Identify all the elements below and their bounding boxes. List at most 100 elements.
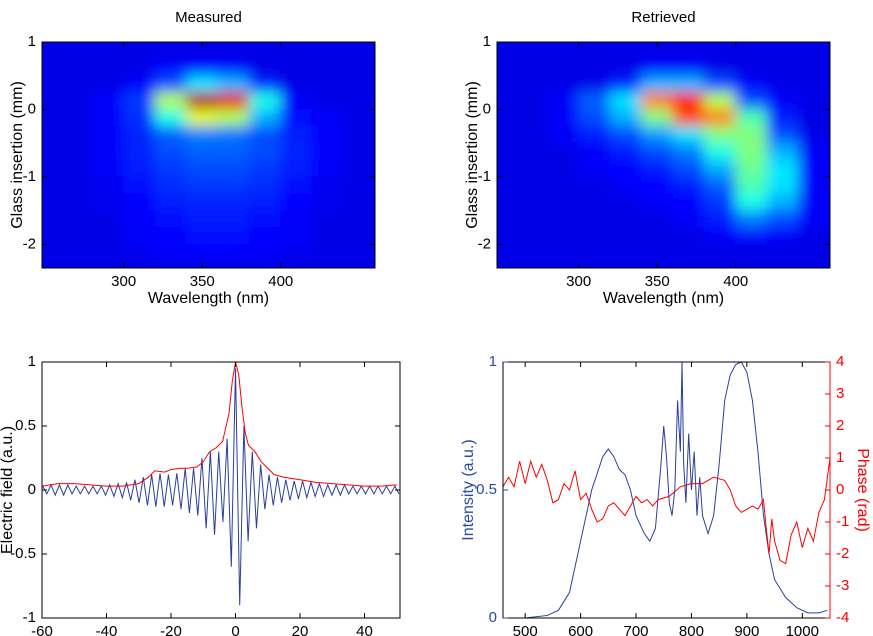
y-tick-label: 1 xyxy=(28,33,36,50)
heatmap-cell xyxy=(546,142,580,161)
heatmap-cell xyxy=(280,58,313,77)
x-tick-label: 20 xyxy=(292,623,309,636)
heatmap-cell xyxy=(311,159,345,178)
heatmap-cell xyxy=(123,42,156,60)
heatmap-cell xyxy=(703,142,737,161)
heatmap-cell xyxy=(91,75,125,94)
panel: 500 600 700 800 900 1000 0 0.5 1 -4 -3 -2 -1 0 1 2 3 4 Pha… xyxy=(460,353,871,636)
heatmap-cell xyxy=(123,75,156,94)
heatmap-cell xyxy=(497,159,517,178)
y2-axis-label: Phase (rad) xyxy=(854,448,871,532)
heatmap-cell xyxy=(280,176,313,195)
heatmap-cell xyxy=(60,125,93,144)
heatmap-cell xyxy=(154,58,188,77)
heatmap-cell xyxy=(311,227,345,245)
heatmap-cell xyxy=(217,227,250,245)
heatmap-cell xyxy=(217,210,250,229)
heatmap-cell xyxy=(343,243,375,262)
heatmap-cell xyxy=(154,92,188,110)
heatmap-cell xyxy=(186,58,219,77)
heatmap-cell xyxy=(672,193,705,212)
heatmap-cell xyxy=(248,193,282,212)
heatmap-cell xyxy=(343,42,375,60)
heatmap-cell xyxy=(42,125,62,144)
heatmap-cell xyxy=(672,243,705,262)
series-line xyxy=(503,362,828,618)
heatmap-cell xyxy=(703,75,737,94)
heatmap-cell xyxy=(42,108,62,127)
heatmap-cell xyxy=(766,227,800,245)
heatmap-cell xyxy=(798,176,830,195)
x-tick-label: -60 xyxy=(31,623,53,636)
x-tick-label: 350 xyxy=(190,273,215,290)
heatmap-cell xyxy=(703,227,737,245)
heatmap-cell xyxy=(497,108,517,127)
heatmap-cells xyxy=(42,42,375,262)
heatmap-cell xyxy=(280,142,313,161)
heatmap-cell xyxy=(497,227,517,245)
heatmap-cell xyxy=(546,58,580,77)
heatmap-cell xyxy=(154,159,188,178)
heatmap-cell xyxy=(641,176,674,195)
heatmap-cell xyxy=(217,58,250,77)
heatmap-cell xyxy=(515,243,548,262)
heatmap-cell xyxy=(578,42,611,60)
heatmap-cell xyxy=(311,108,345,127)
heatmap-cell xyxy=(497,125,517,144)
heatmap-cell xyxy=(609,58,643,77)
heatmap-cell xyxy=(766,210,800,229)
heatmap-cell xyxy=(280,75,313,94)
heatmap-cell xyxy=(735,58,768,77)
heatmap-cell xyxy=(515,75,548,94)
heatmap-cell xyxy=(280,210,313,229)
heatmap-cell xyxy=(703,125,737,144)
heatmap-cell xyxy=(641,193,674,212)
heatmap-cell xyxy=(641,92,674,110)
heatmap-cell xyxy=(343,108,375,127)
heatmap-cell xyxy=(123,176,156,195)
heatmap-cell xyxy=(91,227,125,245)
heatmap-cell xyxy=(546,125,580,144)
heatmap-cell xyxy=(248,92,282,110)
x-tick-label: 500 xyxy=(513,623,538,636)
heatmap-cell xyxy=(311,243,345,262)
heatmap-cell xyxy=(609,243,643,262)
heatmap-cell xyxy=(578,142,611,161)
heatmap-cell xyxy=(186,210,219,229)
heatmap-cell xyxy=(766,75,800,94)
heatmap-cell xyxy=(515,159,548,178)
heatmap-cell xyxy=(515,42,548,60)
x-tick-label: 400 xyxy=(268,273,293,290)
heatmap-cell xyxy=(766,193,800,212)
heatmap-cell xyxy=(578,159,611,178)
y-tick-label: 1 xyxy=(489,353,497,370)
heatmap-cell xyxy=(798,243,830,262)
heatmap-cell xyxy=(42,210,62,229)
x-tick-label: -20 xyxy=(160,623,182,636)
heatmap-cell xyxy=(280,108,313,127)
heatmap-cell xyxy=(60,75,93,94)
heatmap-cell xyxy=(248,243,282,262)
heatmap-cell xyxy=(798,227,830,245)
heatmap-cell xyxy=(42,92,62,110)
chart-title: Measured xyxy=(175,9,242,26)
heatmap-cell xyxy=(343,75,375,94)
y2-tick-label: -2 xyxy=(836,545,849,562)
heatmap-cell xyxy=(735,142,768,161)
heatmap-cell xyxy=(60,42,93,60)
heatmap-cell xyxy=(515,176,548,195)
heatmap-cell xyxy=(766,108,800,127)
heatmap-cell xyxy=(217,193,250,212)
heatmap-cell xyxy=(798,92,830,110)
heatmap-cell xyxy=(497,42,517,60)
heatmap-cell xyxy=(311,125,345,144)
heatmap-cell xyxy=(311,75,345,94)
y2-tick-label: 2 xyxy=(836,417,844,434)
heatmap-cell xyxy=(798,210,830,229)
series-line xyxy=(42,368,400,606)
heatmap-cell xyxy=(42,42,62,60)
heatmap-cell xyxy=(766,176,800,195)
heatmap-cell xyxy=(497,92,517,110)
